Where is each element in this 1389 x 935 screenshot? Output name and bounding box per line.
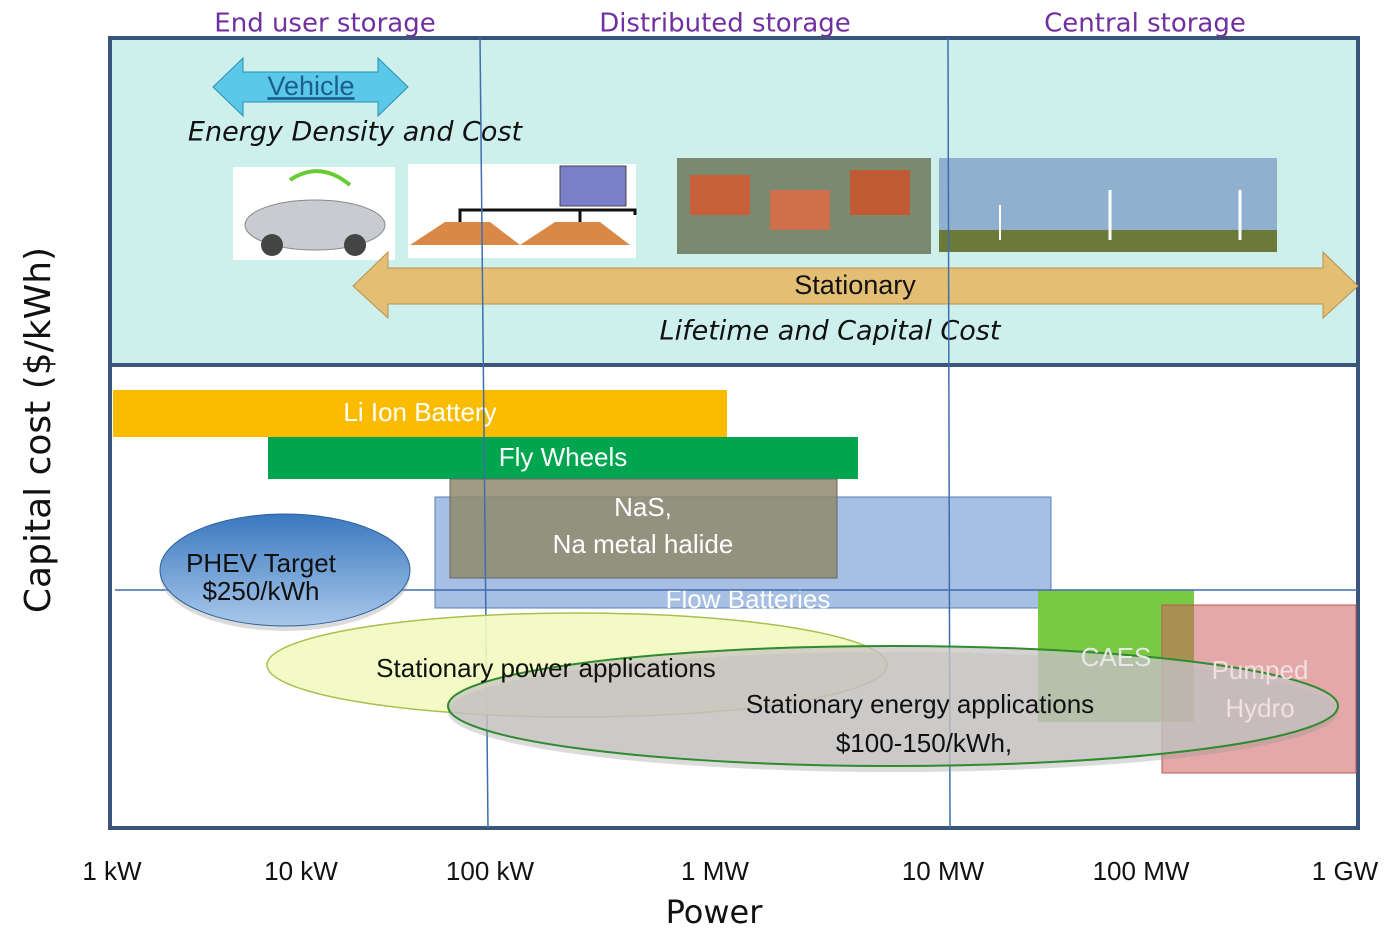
tech-label: Hydro [1225, 693, 1294, 723]
application-label: $250/kWh [202, 576, 319, 606]
tech-label: Pumped [1212, 655, 1309, 685]
tech-label: Fly Wheels [499, 442, 628, 472]
application-label: Stationary power applications [376, 653, 716, 683]
y-axis-label: Capital cost ($/kWh) [18, 247, 59, 613]
page: End user storage Distributed storage Cen… [0, 0, 1389, 935]
column-header: Central storage [1044, 9, 1246, 39]
houses-picture [408, 164, 636, 258]
x-tick-label: 100 kW [446, 856, 535, 886]
diagram: End user storage Distributed storage Cen… [0, 0, 1389, 935]
application-label: PHEV Target [186, 548, 337, 578]
vehicle-caption: Energy Density and Cost [188, 117, 524, 148]
village-picture [677, 158, 931, 254]
vehicle-label: Vehicle [267, 71, 354, 101]
x-tick-label: 100 MW [1093, 856, 1190, 886]
column-header: End user storage [214, 9, 435, 39]
wind-farm-picture [939, 158, 1277, 252]
x-tick-label: 1 kW [82, 856, 142, 886]
x-tick-label: 10 MW [902, 856, 985, 886]
x-tick-label: 1 GW [1312, 856, 1379, 886]
x-tick-label: 10 kW [264, 856, 338, 886]
application-label: Stationary energy applications [746, 689, 1094, 719]
tech-label: Na metal halide [553, 529, 734, 559]
tech-label: Li Ion Battery [343, 397, 496, 427]
tech-label: Flow Batteries [666, 584, 831, 614]
car-picture [233, 167, 395, 260]
x-axis-label: Power [666, 893, 764, 931]
stationary-caption: Lifetime and Capital Cost [660, 316, 1002, 347]
column-header: Distributed storage [599, 9, 851, 39]
tech-label: CAES [1081, 642, 1152, 672]
x-tick-label: 1 MW [681, 856, 749, 886]
application-label: $100-150/kWh, [836, 728, 1012, 758]
stationary-label: Stationary [794, 270, 916, 300]
tech-label: NaS, [614, 492, 672, 522]
